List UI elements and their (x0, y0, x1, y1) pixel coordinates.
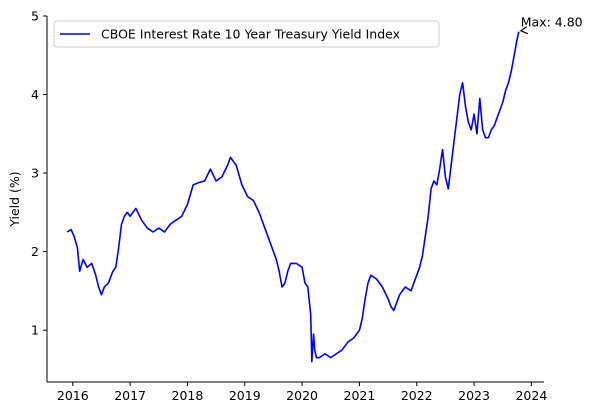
x-axis: 2016 2017 2018 2019 2020 2021 2022 2023 2024 (47, 381, 547, 403)
x-tick-label: 2018 (172, 388, 204, 403)
x-tick-label: 2022 (401, 388, 433, 403)
x-tick-label: 2016 (57, 388, 89, 403)
legend-label: CBOE Interest Rate 10 Year Treasury Yiel… (101, 27, 400, 42)
x-tick-label: 2017 (114, 388, 146, 403)
annotation-arrow (519, 26, 529, 35)
annotation-label: Max: 4.80 (521, 15, 583, 30)
series-line (66, 31, 520, 363)
x-tick-label: 2021 (344, 388, 376, 403)
y-tick-label: 3 (31, 166, 39, 181)
x-tick-label: 2024 (515, 388, 547, 403)
annotation: Max: 4.80 (519, 15, 583, 35)
x-tick-label: 2023 (458, 388, 490, 403)
legend-box (53, 20, 440, 48)
y-tick-label: 4 (31, 87, 39, 102)
plot-area (66, 31, 520, 363)
y-tick-label: 5 (31, 9, 39, 24)
y-axis: 1 2 3 4 5 (31, 9, 48, 382)
legend: CBOE Interest Rate 10 Year Treasury Yiel… (53, 20, 440, 48)
x-tick-label: 2020 (286, 388, 318, 403)
x-tick-label: 2019 (229, 388, 261, 403)
y-axis-label: Yield (%) (7, 171, 22, 227)
y-tick-label: 1 (31, 323, 39, 338)
y-tick-label: 2 (31, 244, 39, 259)
